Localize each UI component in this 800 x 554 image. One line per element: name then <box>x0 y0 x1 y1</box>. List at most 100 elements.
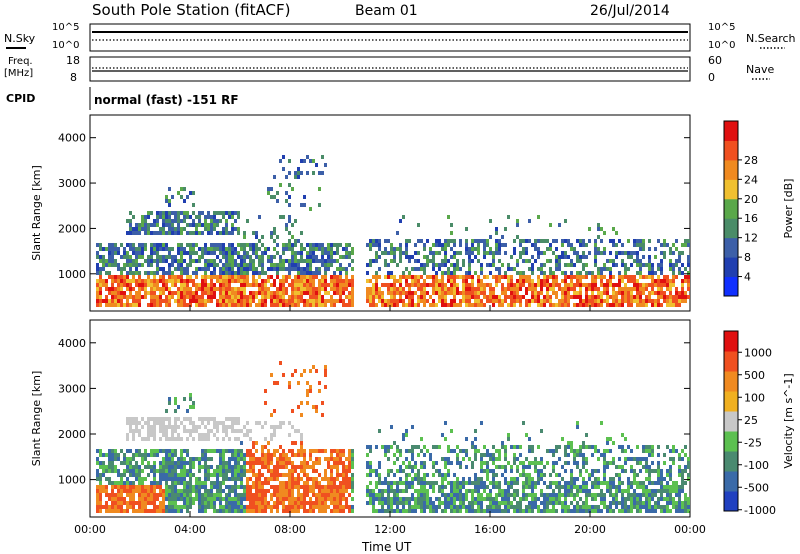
echo-cell <box>627 239 630 243</box>
echo-cell <box>483 283 486 287</box>
echo-cell <box>435 497 438 501</box>
echo-cell <box>156 283 159 287</box>
echo-cell <box>516 501 519 505</box>
echo-cell <box>288 283 291 287</box>
echo-cell <box>240 501 243 505</box>
echo-cell <box>351 251 354 255</box>
echo-cell <box>249 485 252 489</box>
echo-cell <box>669 509 672 513</box>
echo-cell <box>225 211 228 215</box>
echo-cell <box>234 303 237 307</box>
echo-cell <box>132 481 135 485</box>
x-tick-label: 00:00 <box>674 523 706 536</box>
echo-cell <box>168 489 171 493</box>
echo-cell <box>117 267 120 271</box>
echo-cell <box>465 481 468 485</box>
echo-cell <box>636 263 639 267</box>
echo-cell <box>624 449 627 453</box>
echo-cell <box>432 255 435 259</box>
echo-cell <box>300 243 303 247</box>
echo-cell <box>159 303 162 307</box>
echo-cell <box>603 453 606 457</box>
echo-cell <box>405 465 408 469</box>
echo-cell <box>405 279 408 283</box>
echo-cell <box>300 247 303 251</box>
echo-cell <box>450 429 453 433</box>
echo-cell <box>582 465 585 469</box>
echo-cell <box>594 247 597 251</box>
echo-cell <box>210 271 213 275</box>
echo-cell <box>261 485 264 489</box>
echo-cell <box>678 267 681 271</box>
echo-cell <box>237 279 240 283</box>
echo-cell <box>348 457 351 461</box>
echo-cell <box>114 295 117 299</box>
echo-cell <box>612 299 615 303</box>
echo-cell <box>582 445 585 449</box>
echo-cell <box>228 263 231 267</box>
echo-cell <box>546 485 549 489</box>
echo-cell <box>318 271 321 275</box>
echo-cell <box>471 239 474 243</box>
echo-cell <box>180 457 183 461</box>
echo-cell <box>267 441 270 445</box>
echo-cell <box>573 457 576 461</box>
echo-cell <box>300 171 303 175</box>
echo-cell <box>252 259 255 263</box>
echo-cell <box>624 287 627 291</box>
echo-cell <box>120 449 123 453</box>
echo-cell <box>438 279 441 283</box>
echo-cell <box>339 493 342 497</box>
echo-cell <box>510 465 513 469</box>
echo-cell <box>276 243 279 247</box>
echo-cell <box>387 505 390 509</box>
echo-cell <box>108 303 111 307</box>
echo-cell <box>165 287 168 291</box>
echo-cell <box>264 481 267 485</box>
echo-cell <box>453 489 456 493</box>
echo-cell <box>513 497 516 501</box>
echo-cell <box>105 489 108 493</box>
echo-cell <box>648 469 651 473</box>
echo-cell <box>216 509 219 513</box>
echo-cell <box>585 493 588 497</box>
echo-cell <box>117 509 120 513</box>
echo-cell <box>216 465 219 469</box>
echo-cell <box>567 303 570 307</box>
echo-cell <box>201 279 204 283</box>
echo-cell <box>498 247 501 251</box>
echo-cell <box>636 303 639 307</box>
echo-cell <box>177 481 180 485</box>
x-tick-label: 16:00 <box>474 523 506 536</box>
echo-cell <box>666 489 669 493</box>
echo-cell <box>267 187 270 191</box>
echo-cell <box>351 497 354 501</box>
echo-cell <box>450 239 453 243</box>
echo-cell <box>129 247 132 251</box>
echo-cell <box>309 453 312 457</box>
echo-cell <box>183 489 186 493</box>
echo-cell <box>498 485 501 489</box>
echo-cell <box>117 287 120 291</box>
echo-cell <box>324 505 327 509</box>
echo-cell <box>156 231 159 235</box>
echo-cell <box>186 195 189 199</box>
echo-cell <box>369 247 372 251</box>
echo-cell <box>309 295 312 299</box>
echo-cell <box>243 287 246 291</box>
echo-cell <box>327 255 330 259</box>
echo-cell <box>231 477 234 481</box>
echo-cell <box>138 493 141 497</box>
echo-cell <box>282 263 285 267</box>
echo-cell <box>423 295 426 299</box>
echo-cell <box>153 283 156 287</box>
echo-cell <box>333 489 336 493</box>
echo-cell <box>165 195 168 199</box>
echo-cell <box>513 267 516 271</box>
echo-cell <box>672 457 675 461</box>
echo-cell <box>303 449 306 453</box>
echo-cell <box>684 509 687 513</box>
echo-cell <box>675 295 678 299</box>
echo-cell <box>264 389 267 393</box>
echo-cell <box>531 287 534 291</box>
